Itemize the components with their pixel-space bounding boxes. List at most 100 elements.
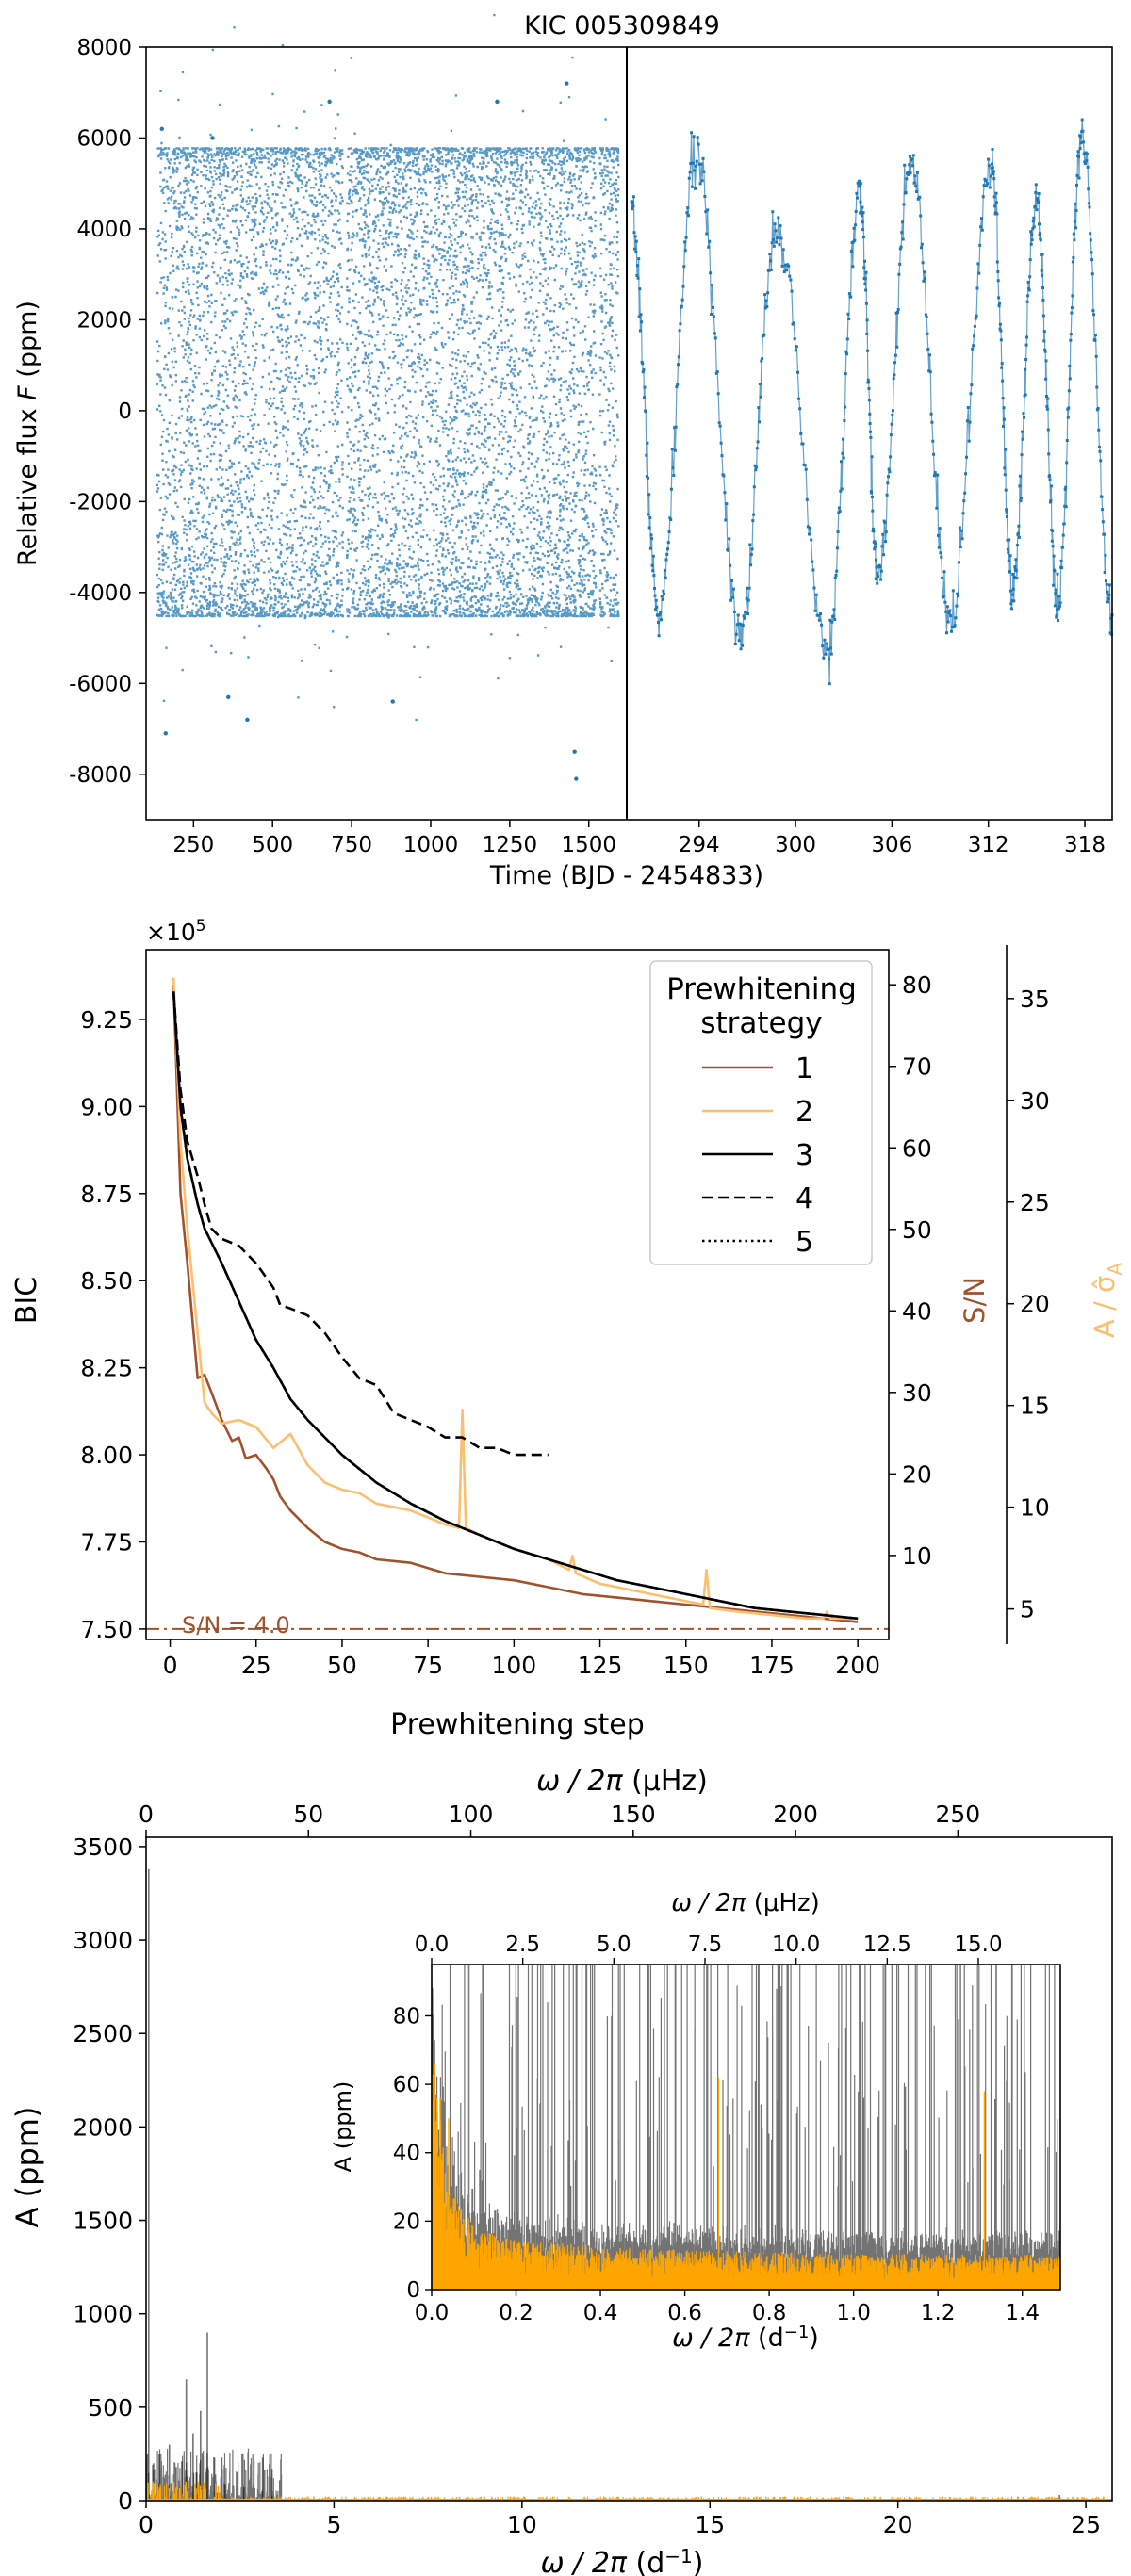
x-tick-label: 25 <box>241 1652 271 1679</box>
legend-entries: 1 2 3 4 5 <box>702 1052 813 1259</box>
asigma-tick-label: 20 <box>1020 1291 1050 1318</box>
x-tick-label: 1250 <box>483 833 538 857</box>
flux-outlier <box>327 99 332 105</box>
spectrum-x-axis: 0 5 10 15 20 25 <box>139 2501 1101 2538</box>
x-tick-label: 75 <box>413 1652 443 1679</box>
y-tick-label: 0 <box>118 2487 133 2515</box>
inset-x-tick-label: 0.6 <box>667 2301 702 2325</box>
inset-x-tick-label: 0.8 <box>752 2301 787 2325</box>
inset-top-axis: 0.0 2.5 5.0 7.5 10.0 12.5 15.0 <box>415 1932 1003 1965</box>
asigma-tick-label: 5 <box>1020 1596 1035 1623</box>
sn-tick-label: 40 <box>902 1297 932 1325</box>
top-x-tick-label: 100 <box>449 1801 494 1828</box>
sn-tick-label: 80 <box>902 971 932 999</box>
inset-y-tick-label: 20 <box>393 2209 420 2234</box>
sn-tick-label: 50 <box>902 1216 932 1244</box>
lightcurve-x-axis-right: 294 300 306 312 318 <box>679 820 1106 857</box>
inset-x-tick-label: 1.4 <box>1005 2301 1040 2325</box>
inset: 0 20 40 60 80 0.0 0.2 0.4 0.6 0.8 1.0 1.2 1.4 0.0 2.… <box>330 1889 1061 2353</box>
asigma-tick-label: 25 <box>1020 1189 1050 1216</box>
asigma-ylabel: A / σ̂A <box>1089 1263 1126 1338</box>
inset-top-x-tick-label: 0.0 <box>415 1932 450 1957</box>
y-tick-label: 500 <box>88 2394 133 2421</box>
asigma-tick-label: 35 <box>1020 986 1050 1013</box>
y-tick-label: 9.25 <box>80 1006 133 1034</box>
inset-x-tick-label: 1.2 <box>921 2301 956 2325</box>
x-tick-label: 318 <box>1064 833 1106 857</box>
y-tick-label: -8000 <box>69 763 132 788</box>
legend-label-1: 1 <box>795 1052 813 1085</box>
sn-tick-label: 20 <box>902 1460 932 1488</box>
y-tick-label: 0 <box>118 399 132 424</box>
series-line-5 <box>172 991 859 1621</box>
x-tick-label: 175 <box>749 1652 795 1679</box>
sn-axis: 10 20 30 40 50 60 70 80 <box>889 971 932 1570</box>
legend-label-3: 3 <box>795 1139 813 1172</box>
sn-tick-label: 30 <box>902 1379 932 1407</box>
x-tick-label: 306 <box>871 833 912 857</box>
inset-data <box>431 1965 1061 2290</box>
bic-multiplier: ×105 <box>146 917 206 946</box>
spectrum-top-xlabel: ω / 2π (μHz) <box>536 1765 708 1798</box>
inset-top-x-tick-label: 10.0 <box>772 1932 820 1957</box>
asigma-tick-label: 15 <box>1020 1393 1050 1420</box>
x-tick-label: 5 <box>326 2511 341 2538</box>
top-x-tick-label: 0 <box>139 1801 154 1828</box>
sn-tick-label: 60 <box>902 1134 932 1162</box>
flux-points <box>630 118 1114 686</box>
series-line-2 <box>172 977 859 1621</box>
y-tick-label: 8.25 <box>80 1355 133 1382</box>
x-tick-label: 25 <box>1071 2511 1101 2538</box>
lightcurve-axes-frame <box>145 46 1113 821</box>
legend-box <box>649 960 873 1265</box>
legend-label-4: 4 <box>795 1182 813 1215</box>
x-tick-label: 15 <box>695 2511 725 2538</box>
inset-ylabel: A (ppm) <box>330 2081 356 2173</box>
flux-outlier <box>572 749 577 754</box>
spectrum-ylabel: A (ppm) <box>9 2107 45 2228</box>
y-tick-label: 3000 <box>73 1927 133 1954</box>
x-tick-label: 100 <box>491 1652 536 1679</box>
bic-axes-frame <box>145 949 890 1640</box>
y-tick-label: 2500 <box>73 2020 133 2047</box>
x-tick-label: 1000 <box>403 833 459 857</box>
inset-top-x-tick-label: 15.0 <box>954 1932 1002 1957</box>
flux-outlier <box>390 699 395 704</box>
y-tick-label: 9.00 <box>80 1093 133 1120</box>
inset-x-tick-label: 0.2 <box>499 2301 533 2325</box>
spectrum-axes-frame <box>145 1836 1113 2502</box>
inset-top-xlabel: ω / 2π (μHz) <box>671 1889 820 1917</box>
lightcurve-x-axis-left: 250 500 750 1000 1250 1500 <box>172 820 616 857</box>
x-tick-label: 200 <box>835 1652 880 1679</box>
inset-y-tick-label: 80 <box>393 2004 420 2029</box>
y-tick-label: 7.75 <box>80 1528 133 1556</box>
bic-y-axis: 7.50 7.75 8.00 8.25 8.50 8.75 9.00 9.25 <box>80 1006 146 1643</box>
flux-outlier <box>226 694 231 699</box>
inset-top-x-tick-label: 7.5 <box>688 1932 723 1957</box>
y-tick-label: 8.00 <box>80 1442 133 1469</box>
inset-top-x-tick-label: 2.5 <box>505 1932 540 1957</box>
y-tick-label: 1000 <box>73 2301 133 2328</box>
legend-title-line2: strategy <box>700 1006 822 1040</box>
legend-title-line1: Prewhitening <box>666 972 857 1006</box>
inset-y-axis: 0 20 40 60 80 <box>393 2004 432 2303</box>
spectrum-xlabel: ω / 2π (d−1) <box>541 2545 704 2576</box>
y-tick-label: 7.50 <box>80 1616 133 1643</box>
spectrum-top-axis: 0 50 100 150 200 250 <box>139 1801 980 1837</box>
sn-ylabel: S/N <box>959 1277 991 1324</box>
flux-outlier <box>565 81 569 86</box>
x-tick-label: 10 <box>507 2511 537 2538</box>
y-tick-label: 1500 <box>73 2208 133 2235</box>
flux-outlier <box>495 99 500 105</box>
inset-y-tick-label: 60 <box>393 2073 420 2097</box>
x-tick-label: 150 <box>664 1652 709 1679</box>
asigma-axis: 5 10 15 20 25 30 35 <box>1007 986 1050 1623</box>
inset-y-tick-label: 0 <box>406 2278 420 2303</box>
x-tick-label: 50 <box>327 1652 357 1679</box>
bic-panel: 7.507.758.008.258.508.759.009.25 0 25 50 75… <box>10 917 1126 1741</box>
y-tick-label: 8.50 <box>80 1267 133 1295</box>
y-tick-label: -2000 <box>69 490 132 514</box>
lightcurve-panel: KIC 005309849 -8000 -6000 -4000 -2000 0 2000 4… <box>13 11 1114 890</box>
inset-y-tick-label: 40 <box>393 2142 420 2166</box>
